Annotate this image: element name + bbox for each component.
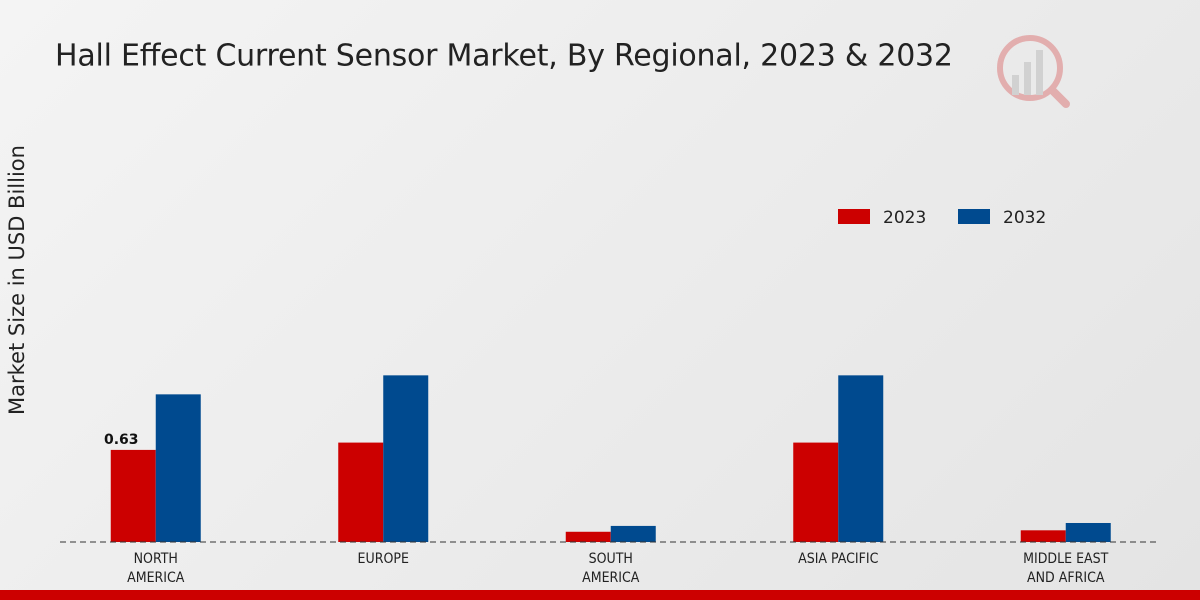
logo	[997, 35, 1070, 108]
bar	[565, 531, 611, 542]
bar	[110, 449, 156, 542]
legend-label: 2023	[883, 208, 926, 228]
legend-swatch	[958, 209, 990, 224]
x-tick-label: EUROPE	[357, 551, 409, 567]
legend-label: 2032	[1003, 208, 1046, 228]
bar	[383, 375, 429, 542]
chart-title: Hall Effect Current Sensor Market, By Re…	[55, 39, 953, 74]
y-axis-title: Market Size in USD Billion	[5, 145, 29, 415]
bar	[793, 442, 839, 542]
x-tick-label: ASIA PACIFIC	[798, 551, 879, 567]
bar	[155, 394, 201, 542]
x-tick-label: MIDDLE EAST AND AFRICA	[1023, 551, 1109, 586]
bar	[338, 442, 384, 542]
bar	[838, 375, 884, 542]
x-tick-label: SOUTH AMERICA	[582, 551, 640, 586]
footer-bar	[0, 590, 1200, 600]
bar	[1020, 530, 1066, 542]
bar	[1065, 522, 1111, 542]
bar	[610, 525, 656, 542]
legend-swatch	[838, 209, 870, 224]
data-label: 0.63	[104, 432, 139, 448]
x-tick-label: NORTH AMERICA	[127, 551, 185, 586]
